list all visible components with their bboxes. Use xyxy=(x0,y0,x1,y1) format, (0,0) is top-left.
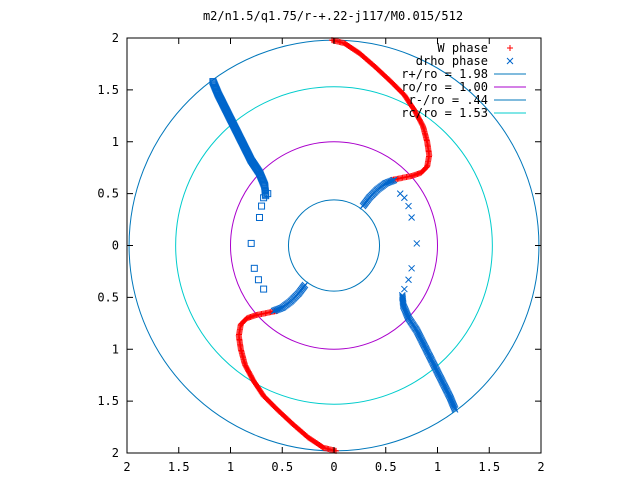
data-point xyxy=(262,192,270,200)
data-point xyxy=(258,202,266,210)
y-tick-label: 2 xyxy=(112,31,119,45)
data-point xyxy=(276,305,284,312)
data-point xyxy=(274,306,281,313)
data-point xyxy=(388,177,396,185)
y-tick-label: 0.5 xyxy=(97,187,119,201)
data-point xyxy=(401,285,408,293)
legend-label: rc/ro = 1.53 xyxy=(401,106,488,120)
data-point xyxy=(278,304,286,312)
circle-3 xyxy=(175,86,493,405)
data-point xyxy=(413,240,421,247)
data-point xyxy=(389,177,397,184)
legend-label: drho phase xyxy=(416,54,488,68)
data-point xyxy=(271,307,279,314)
circle-1 xyxy=(230,141,438,350)
data-point xyxy=(254,276,262,284)
data-point xyxy=(260,194,268,202)
x-tick-label: 2 xyxy=(537,460,544,474)
x-tick-label: 1.5 xyxy=(478,460,500,474)
data-series xyxy=(209,37,459,454)
data-point xyxy=(507,45,513,51)
series-1 xyxy=(270,176,459,413)
legend-label: ro/ro = 1.00 xyxy=(401,80,488,94)
legend-swatch xyxy=(507,45,513,51)
data-point xyxy=(506,57,514,65)
data-point xyxy=(385,178,393,186)
series-2 xyxy=(209,78,272,293)
data-point xyxy=(382,179,390,187)
y-tick-label: 2 xyxy=(112,446,119,460)
y-tick-label: 1 xyxy=(112,342,119,356)
y-tick-label: 0.5 xyxy=(97,290,119,304)
data-point xyxy=(390,176,398,184)
data-point xyxy=(408,214,415,221)
x-tick-label: 1.5 xyxy=(168,460,190,474)
legend-label: r+/ro = 1.98 xyxy=(401,67,488,81)
y-tick-label: 0 xyxy=(112,239,119,253)
data-point xyxy=(383,179,391,187)
data-point xyxy=(260,285,268,293)
legend-label: W phase xyxy=(437,41,488,55)
x-tick-label: 2 xyxy=(123,460,130,474)
data-point xyxy=(275,305,283,313)
data-point xyxy=(405,276,412,284)
data-point xyxy=(270,307,278,315)
series-0 xyxy=(235,37,433,454)
data-point xyxy=(277,304,285,312)
y-tick-label: 1.5 xyxy=(97,394,119,408)
data-point xyxy=(255,213,263,221)
y-tick-label: 1 xyxy=(112,135,119,149)
axis-ticks: 2 1.5 1 0.5 0 0.5 1 1.5 221.510.500.511.52 xyxy=(97,31,544,474)
circle-2 xyxy=(287,199,381,292)
legend-swatch xyxy=(506,57,514,65)
data-point xyxy=(250,264,258,272)
x-tick-label: 0.5 xyxy=(271,460,293,474)
data-point xyxy=(247,239,255,247)
y-tick-label: 1.5 xyxy=(97,83,119,97)
data-point xyxy=(272,306,280,314)
data-point xyxy=(405,202,412,210)
data-point xyxy=(387,178,394,185)
data-point xyxy=(451,406,459,413)
x-tick-label: 0 xyxy=(330,460,337,474)
data-point xyxy=(264,190,272,198)
legend-label: r-/ro = .44 xyxy=(409,93,488,107)
x-tick-label: 1 xyxy=(227,460,234,474)
data-point xyxy=(408,264,415,272)
x-tick-label: 1 xyxy=(434,460,441,474)
chart-title: m2/n1.5/q1.75/r-+.22-j117/M0.015/512 xyxy=(203,9,463,23)
x-tick-label: 0.5 xyxy=(375,460,397,474)
data-point xyxy=(384,179,392,186)
data-point xyxy=(401,194,408,202)
